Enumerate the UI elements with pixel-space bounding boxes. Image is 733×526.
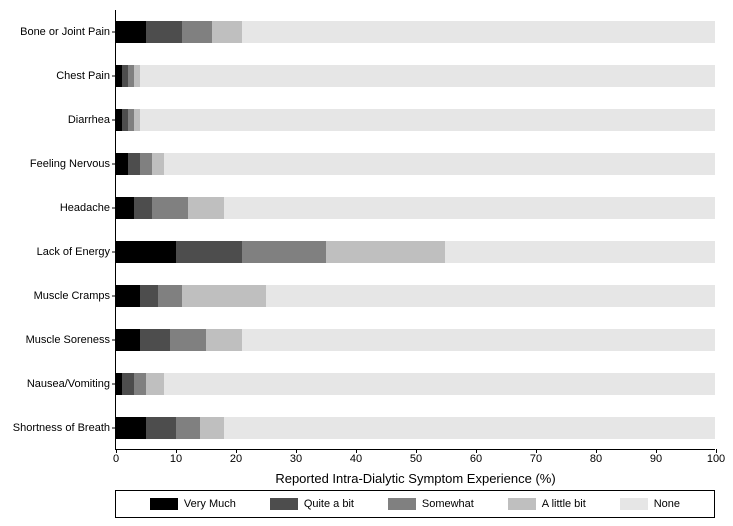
bar-segment bbox=[140, 285, 158, 307]
legend-item: Somewhat bbox=[388, 498, 474, 510]
bar-row bbox=[116, 417, 715, 439]
bar-row bbox=[116, 329, 715, 351]
bar-segment bbox=[164, 373, 715, 395]
legend-item: Very Much bbox=[150, 498, 236, 510]
bar-segment bbox=[242, 241, 326, 263]
legend-label: None bbox=[654, 498, 680, 510]
x-tick-label: 100 bbox=[707, 453, 725, 465]
x-tick-label: 30 bbox=[290, 453, 302, 465]
bar-segment bbox=[224, 197, 715, 219]
bar-segment bbox=[134, 197, 152, 219]
x-tick-label: 0 bbox=[113, 453, 119, 465]
legend-label: Quite a bit bbox=[304, 498, 354, 510]
bar-row bbox=[116, 373, 715, 395]
x-tick-label: 50 bbox=[410, 453, 422, 465]
bar-segment bbox=[146, 21, 182, 43]
x-axis-title: Reported Intra-Dialytic Symptom Experien… bbox=[275, 471, 555, 486]
bar-segment bbox=[212, 21, 242, 43]
bar-segment bbox=[200, 417, 224, 439]
y-axis-label: Muscle Cramps bbox=[34, 290, 116, 302]
legend-swatch bbox=[388, 498, 416, 510]
bar-segment bbox=[188, 197, 224, 219]
bar-segment bbox=[176, 241, 242, 263]
bar-segment bbox=[134, 373, 146, 395]
bar-row bbox=[116, 65, 715, 87]
bar-segment bbox=[116, 197, 134, 219]
bar-segment bbox=[242, 21, 715, 43]
legend-label: A little bit bbox=[542, 498, 586, 510]
bar-segment bbox=[170, 329, 206, 351]
y-axis-label: Diarrhea bbox=[68, 114, 116, 126]
bar-row bbox=[116, 285, 715, 307]
bar-row bbox=[116, 197, 715, 219]
x-tick-label: 70 bbox=[530, 453, 542, 465]
legend-label: Somewhat bbox=[422, 498, 474, 510]
bar-segment bbox=[116, 21, 146, 43]
bar-row bbox=[116, 241, 715, 263]
symptom-stacked-bar-chart: Reported Intra-Dialytic Symptom Experien… bbox=[0, 0, 733, 526]
bar-row bbox=[116, 21, 715, 43]
bar-segment bbox=[140, 109, 715, 131]
bar-segment bbox=[182, 285, 266, 307]
bar-segment bbox=[116, 417, 146, 439]
bar-segment bbox=[242, 329, 715, 351]
x-tick-label: 80 bbox=[590, 453, 602, 465]
bar-segment bbox=[146, 417, 176, 439]
legend-item: A little bit bbox=[508, 498, 586, 510]
y-axis-label: Feeling Nervous bbox=[30, 158, 116, 170]
legend-swatch bbox=[270, 498, 298, 510]
legend-swatch bbox=[150, 498, 178, 510]
legend-item: None bbox=[620, 498, 680, 510]
bar-segment bbox=[224, 417, 715, 439]
bar-segment bbox=[128, 153, 140, 175]
legend: Very Much Quite a bit Somewhat A little bit… bbox=[115, 490, 715, 518]
bar-segment bbox=[122, 373, 134, 395]
bar-segment bbox=[146, 373, 164, 395]
bar-segment bbox=[140, 329, 170, 351]
y-axis-label: Bone or Joint Pain bbox=[20, 26, 116, 38]
legend-item: Quite a bit bbox=[270, 498, 354, 510]
bar-segment bbox=[152, 153, 164, 175]
x-tick-label: 40 bbox=[350, 453, 362, 465]
legend-swatch bbox=[620, 498, 648, 510]
y-axis-label: Chest Pain bbox=[56, 70, 116, 82]
bar-segment bbox=[176, 417, 200, 439]
legend-swatch bbox=[508, 498, 536, 510]
bar-segment bbox=[152, 197, 188, 219]
bar-segment bbox=[164, 153, 715, 175]
bar-segment bbox=[182, 21, 212, 43]
bar-segment bbox=[445, 241, 715, 263]
bar-segment bbox=[116, 153, 128, 175]
bar-row bbox=[116, 109, 715, 131]
bar-segment bbox=[158, 285, 182, 307]
legend-label: Very Much bbox=[184, 498, 236, 510]
y-axis-label: Shortness of Breath bbox=[13, 422, 116, 434]
y-axis-label: Headache bbox=[60, 202, 116, 214]
y-axis-label: Nausea/Vomiting bbox=[27, 378, 116, 390]
plot-area: Reported Intra-Dialytic Symptom Experien… bbox=[115, 10, 715, 450]
bar-segment bbox=[116, 285, 140, 307]
bar-segment bbox=[116, 241, 176, 263]
bar-row bbox=[116, 153, 715, 175]
bar-segment bbox=[326, 241, 446, 263]
x-tick-label: 10 bbox=[170, 453, 182, 465]
y-axis-label: Muscle Soreness bbox=[26, 334, 116, 346]
bar-segment bbox=[266, 285, 715, 307]
x-tick-label: 60 bbox=[470, 453, 482, 465]
bar-segment bbox=[116, 329, 140, 351]
bar-segment bbox=[206, 329, 242, 351]
bar-segment bbox=[140, 153, 152, 175]
x-tick-label: 90 bbox=[650, 453, 662, 465]
bar-segment bbox=[140, 65, 715, 87]
y-axis-label: Lack of Energy bbox=[37, 246, 116, 258]
x-tick-label: 20 bbox=[230, 453, 242, 465]
